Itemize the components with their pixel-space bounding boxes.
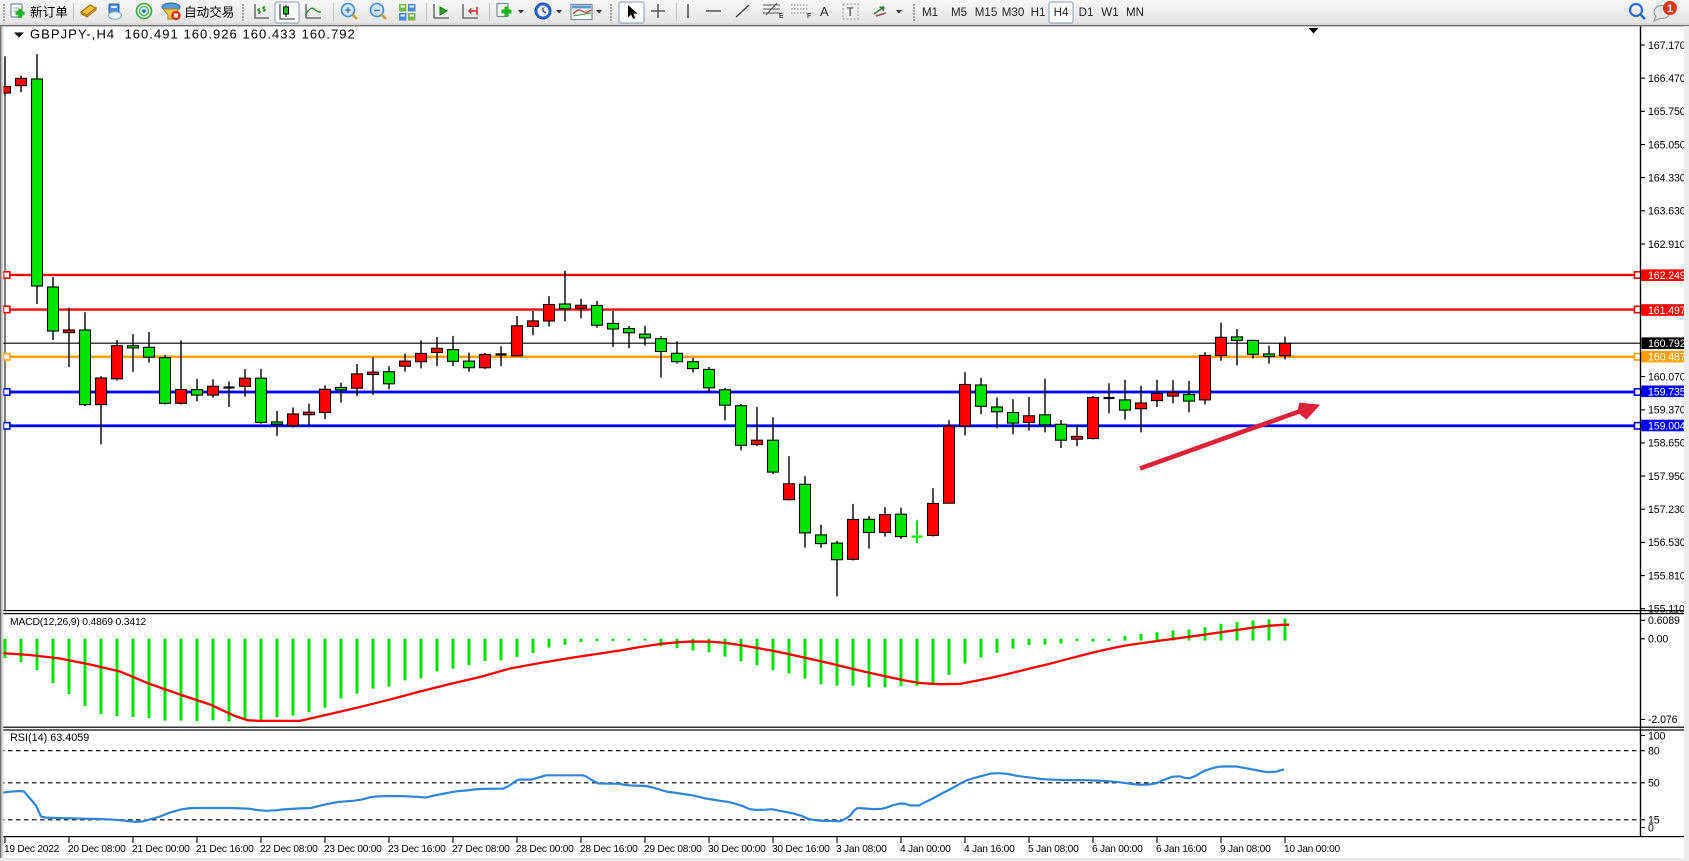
svg-text:29 Dec 08:00: 29 Dec 08:00	[644, 844, 702, 855]
svg-text:21 Dec 00:00: 21 Dec 00:00	[132, 844, 190, 855]
svg-text:RSI(14) 63.4059: RSI(14) 63.4059	[10, 732, 89, 744]
svg-text:M30: M30	[1002, 6, 1025, 19]
svg-text:3 Jan 08:00: 3 Jan 08:00	[836, 844, 887, 855]
svg-text:161.497: 161.497	[1648, 305, 1686, 317]
svg-text:自动交易: 自动交易	[184, 5, 234, 20]
svg-text:M5: M5	[951, 6, 967, 19]
svg-text:157.950: 157.950	[1648, 471, 1686, 483]
svg-text:E: E	[779, 13, 784, 20]
svg-text:80: 80	[1648, 746, 1660, 758]
svg-text:A: A	[820, 4, 829, 19]
svg-text:6 Jan 00:00: 6 Jan 00:00	[1092, 844, 1143, 855]
svg-text:27 Dec 08:00: 27 Dec 08:00	[452, 844, 510, 855]
svg-text:−: −	[374, 5, 380, 17]
svg-text:F: F	[807, 13, 811, 20]
svg-text:H1: H1	[1031, 6, 1046, 19]
svg-text:M15: M15	[975, 6, 998, 19]
svg-text:160.487: 160.487	[1648, 352, 1686, 364]
svg-text:10 Jan 00:00: 10 Jan 00:00	[1284, 844, 1340, 855]
svg-text:158.650: 158.650	[1648, 438, 1686, 450]
svg-text:162.910: 162.910	[1648, 239, 1686, 251]
svg-text:165.750: 165.750	[1648, 106, 1686, 118]
svg-text:1: 1	[1667, 3, 1673, 15]
svg-text:159.004: 159.004	[1648, 421, 1686, 433]
svg-text:166.470: 166.470	[1648, 73, 1686, 85]
svg-text:+: +	[345, 5, 351, 17]
svg-text:50: 50	[1648, 778, 1660, 790]
svg-text:164.330: 164.330	[1648, 172, 1686, 184]
svg-text:30 Dec 16:00: 30 Dec 16:00	[772, 844, 830, 855]
svg-text:19 Dec 2022: 19 Dec 2022	[4, 844, 60, 855]
svg-text:163.630: 163.630	[1648, 206, 1686, 218]
svg-text:155.810: 155.810	[1648, 570, 1686, 582]
svg-text:9 Jan 08:00: 9 Jan 08:00	[1220, 844, 1271, 855]
svg-text:162.249: 162.249	[1648, 270, 1686, 282]
svg-text:165.050: 165.050	[1648, 139, 1686, 151]
svg-text:23 Dec 00:00: 23 Dec 00:00	[324, 844, 382, 855]
svg-text:D1: D1	[1079, 6, 1094, 19]
svg-text:0.00: 0.00	[1648, 634, 1668, 646]
svg-text:H4: H4	[1054, 6, 1069, 19]
svg-text:155.110: 155.110	[1648, 604, 1685, 616]
svg-text:0: 0	[1648, 822, 1654, 834]
svg-text:4 Jan 00:00: 4 Jan 00:00	[900, 844, 951, 855]
svg-text:159.370: 159.370	[1648, 405, 1686, 417]
svg-text:4 Jan 16:00: 4 Jan 16:00	[964, 844, 1015, 855]
svg-text:160.070: 160.070	[1648, 371, 1686, 383]
svg-text:新订单: 新订单	[30, 5, 68, 20]
svg-text:W1: W1	[1101, 6, 1118, 19]
svg-text:-2.076: -2.076	[1648, 714, 1678, 726]
svg-text:15: 15	[1648, 815, 1660, 827]
svg-text:GBPJPY-,H4 160.491 160.926 16: GBPJPY-,H4 160.491 160.926 160.433 160.7…	[30, 27, 356, 42]
svg-text:156.530: 156.530	[1648, 537, 1686, 549]
svg-text:28 Dec 16:00: 28 Dec 16:00	[580, 844, 638, 855]
svg-text:28 Dec 00:00: 28 Dec 00:00	[516, 844, 574, 855]
svg-text:5 Jan 08:00: 5 Jan 08:00	[1028, 844, 1079, 855]
svg-text:160.792: 160.792	[1648, 338, 1686, 350]
svg-text:MN: MN	[1126, 6, 1144, 19]
svg-text:20 Dec 08:00: 20 Dec 08:00	[68, 844, 126, 855]
svg-text:M1: M1	[922, 6, 938, 19]
svg-text:159.735: 159.735	[1648, 386, 1686, 398]
svg-text:22 Dec 08:00: 22 Dec 08:00	[260, 844, 318, 855]
svg-text:21 Dec 16:00: 21 Dec 16:00	[196, 844, 254, 855]
svg-text:T: T	[847, 5, 855, 19]
svg-text:23 Dec 16:00: 23 Dec 16:00	[388, 844, 446, 855]
svg-text:0.6089: 0.6089	[1648, 615, 1680, 627]
svg-text:100: 100	[1648, 730, 1666, 742]
svg-text:157.230: 157.230	[1648, 504, 1686, 516]
svg-text:167.170: 167.170	[1648, 40, 1686, 52]
svg-text:30 Dec 00:00: 30 Dec 00:00	[708, 844, 766, 855]
svg-text:MACD(12,26,9) 0.4869 0.3412: MACD(12,26,9) 0.4869 0.3412	[10, 617, 147, 628]
svg-text:6 Jan 16:00: 6 Jan 16:00	[1156, 844, 1207, 855]
